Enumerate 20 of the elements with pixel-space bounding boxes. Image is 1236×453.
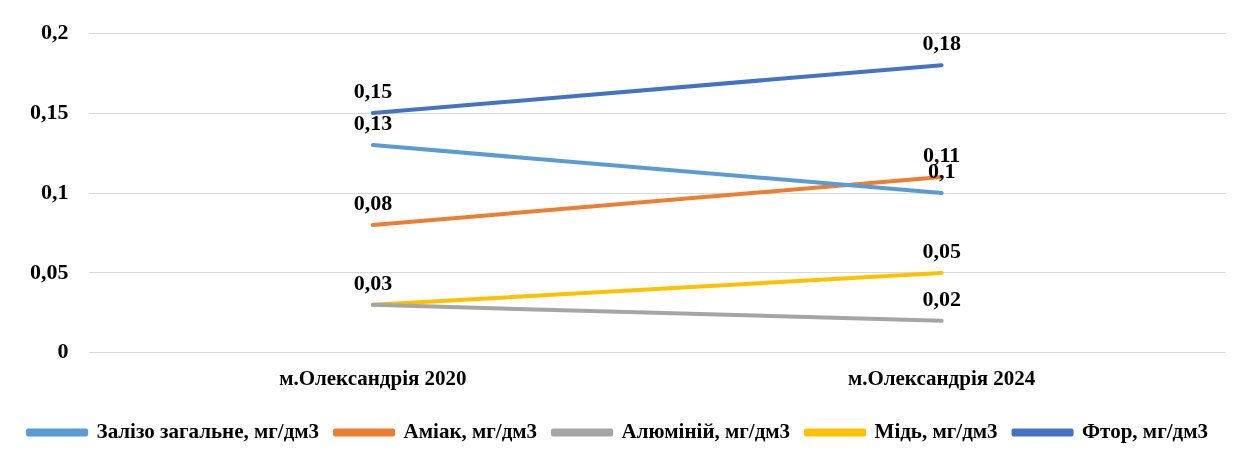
data-label: 0,05 [922, 237, 961, 263]
y-tick-label: 0,05 [30, 258, 69, 284]
y-tick-label: 0,15 [30, 98, 69, 124]
x-tick-label: м.Олександрія 2020 [279, 365, 467, 390]
y-tick-label: 0,2 [41, 18, 69, 44]
data-label: 0,02 [922, 285, 961, 311]
legend-label: Алюміній, мг/дм3 [621, 418, 791, 443]
data-label: 0,13 [353, 109, 393, 135]
legend-label: Мідь, мг/дм3 [874, 418, 998, 443]
data-label: 0,11 [922, 141, 961, 167]
legend-label: Фтор, мг/дм3 [1082, 418, 1208, 443]
data-label: 0,03 [353, 269, 393, 295]
x-tick-label: м.Олександрія 2024 [847, 365, 1036, 390]
data-label: 0,08 [353, 189, 393, 215]
y-tick-label: 0 [57, 338, 69, 364]
legend-label: Аміак, мг/дм3 [403, 418, 538, 443]
data-label: 0,15 [353, 77, 393, 103]
data-label: 0,18 [922, 29, 961, 55]
legend-label: Залізо загальне, мг/дм3 [96, 418, 320, 443]
y-tick-label: 0,1 [41, 178, 69, 204]
